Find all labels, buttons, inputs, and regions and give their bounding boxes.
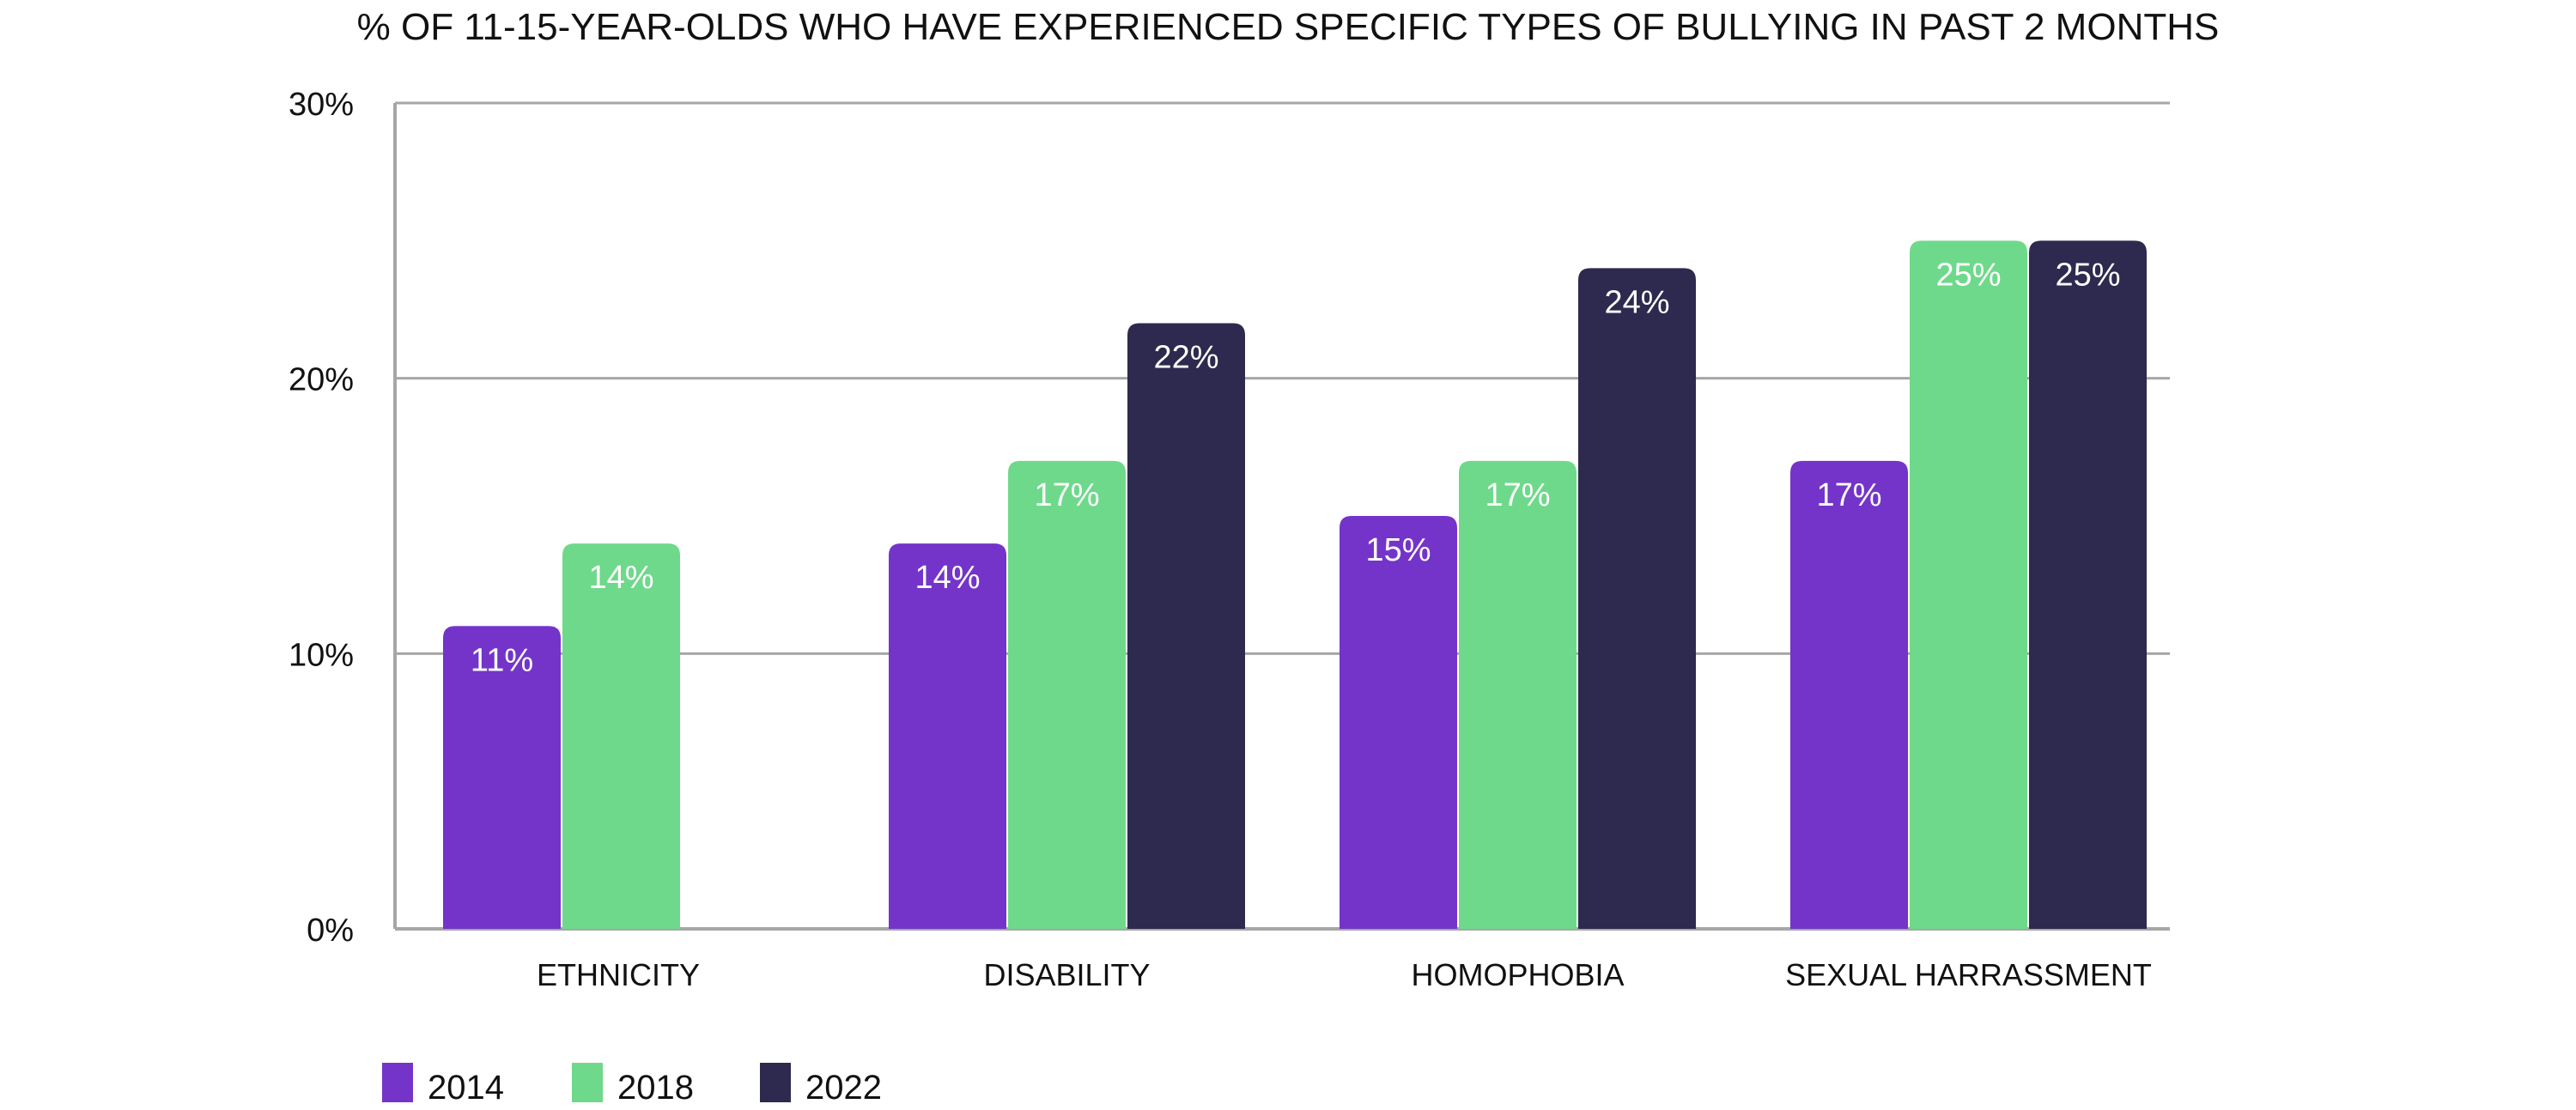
bar-2018-sexual-harrassment [1910, 240, 2027, 929]
data-label: 22% [1153, 340, 1218, 376]
y-tick-label: 30% [289, 87, 354, 123]
data-label: 15% [1365, 532, 1431, 568]
legend-label: 2022 [805, 1069, 882, 1107]
x-tick-label: HOMOPHOBIA [1411, 957, 1624, 992]
chart-title: % OF 11-15-YEAR-OLDS WHO HAVE EXPERIENCE… [357, 6, 2220, 48]
bar-2018-disability [1008, 460, 1126, 929]
data-label: 14% [588, 560, 653, 596]
x-tick-label: SEXUAL HARRASSMENT [1785, 957, 2152, 992]
x-tick-label: DISABILITY [983, 957, 1150, 992]
legend-swatch-2014 [382, 1063, 413, 1102]
data-labels: 11% 14% 14% 17% 22% 15% 17% 24% 17% 25% 25% [471, 257, 2121, 678]
bar-2014-disability [889, 543, 1006, 929]
bar-2022-disability [1127, 323, 1245, 929]
legend: 2014 2018 2022 [382, 1063, 882, 1107]
legend-swatch-2018 [572, 1063, 603, 1102]
data-label: 11% [471, 642, 533, 678]
y-tick-label: 0% [307, 913, 354, 949]
data-label: 17% [1816, 477, 1881, 513]
data-label: 24% [1604, 284, 1669, 320]
bar-2014-ethnicity [443, 626, 561, 929]
data-label: 17% [1485, 477, 1550, 513]
data-label: 14% [914, 560, 980, 596]
x-axis-labels: ETHNICITY DISABILITY HOMOPHOBIA SEXUAL HARR… [537, 957, 2152, 992]
bar-2014-sexual-harrassment [1790, 460, 1908, 929]
bar-2018-ethnicity [562, 543, 680, 929]
x-tick-label: ETHNICITY [537, 957, 700, 992]
bar-2022-sexual-harrassment [2029, 240, 2147, 929]
legend-swatch-2022 [760, 1063, 791, 1102]
bar-2018-homophobia [1459, 460, 1577, 929]
data-label: 25% [2055, 257, 2120, 293]
bars [443, 240, 2147, 929]
legend-label: 2018 [617, 1069, 694, 1107]
data-label: 17% [1034, 477, 1099, 513]
y-tick-label: 20% [289, 362, 354, 398]
legend-label: 2014 [428, 1069, 504, 1107]
bar-2022-homophobia [1578, 268, 1696, 929]
data-label: 25% [1935, 257, 2001, 293]
y-tick-label: 10% [289, 637, 354, 673]
bar-2014-homophobia [1340, 516, 1457, 929]
y-axis-ticks: 0% 10% 20% 30% [289, 87, 354, 949]
